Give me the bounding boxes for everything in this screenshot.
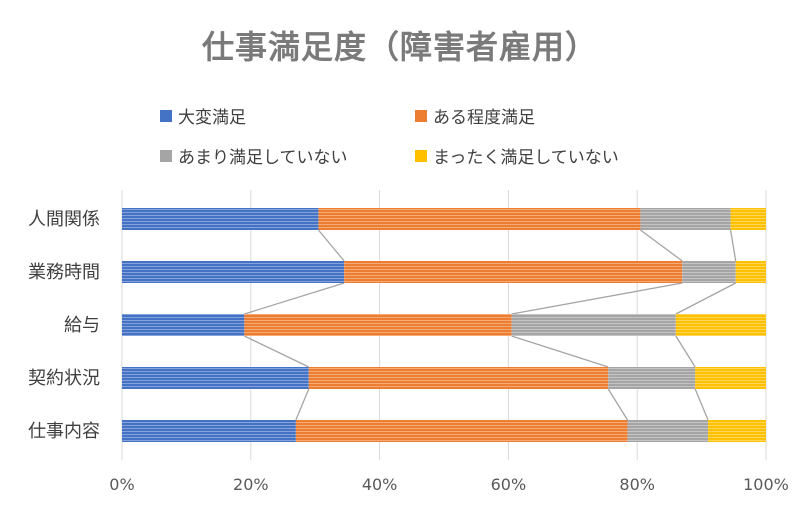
legend-label: ある程度満足 [433,108,535,128]
category-label: 契約状況 [28,368,100,389]
legend: 大変満足 ある程度満足 あまり満足していない まったく満足していない [0,0,812,180]
series-line [607,388,629,421]
bar-segment [695,367,766,389]
legend-label: 大変満足 [178,108,246,128]
x-tick-label: 80% [619,475,655,494]
series-line [295,388,310,421]
category-label: 給与 [64,315,100,336]
legend-item-somewhat-satisfied: ある程度満足 [415,103,535,128]
series-line [694,388,709,421]
bars [122,208,766,442]
series-line [244,282,345,315]
x-tick-label: 60% [491,475,527,494]
x-tick-label: 0% [109,475,134,494]
legend-swatch [160,109,172,122]
series-lines [244,229,737,421]
bar-segment [344,261,683,283]
legend-swatch [415,149,427,162]
legend-label: まったく満足していない [433,148,619,168]
series-line [317,229,345,262]
bar-segment [608,367,696,389]
x-tick-label: 20% [233,475,269,494]
bar-segment [122,314,245,336]
series-line [244,335,310,368]
legend-swatch [415,109,427,122]
category-label: 人間関係 [28,209,100,230]
bar-segment [122,420,296,442]
bar-segment [675,314,766,336]
x-tick-label: 40% [362,475,398,494]
chart-title: 仕事満足度（障害者雇用） [201,28,598,66]
bar-segment [295,420,628,442]
bar-segment [244,314,512,336]
bar-segment [511,314,676,336]
bar-segment [308,367,609,389]
bar-segment [730,208,766,230]
bar-segment [122,208,319,230]
legend-label: あまり満足していない [178,148,348,168]
series-line [511,282,683,315]
series-line [511,335,609,368]
legend-item-very-satisfied: 大変満足 [160,103,246,128]
legend-item-not-at-all-satisfied: まったく満足していない [415,143,619,168]
series-line [675,335,696,368]
category-label: 仕事内容 [28,421,100,442]
bar-segment [122,261,345,283]
bar-segment [735,261,766,283]
bar-segment [708,420,766,442]
bar-segment [682,261,736,283]
series-line [640,229,683,262]
bar-segment [640,208,731,230]
bar-segment [627,420,709,442]
bar-segment [122,367,309,389]
legend-item-not-very-satisfied: あまり満足していない [160,143,348,168]
series-line [729,229,737,262]
category-label: 業務時間 [28,262,100,283]
bar-segment [318,208,641,230]
series-line [675,282,737,315]
x-tick-label: 100% [743,475,789,494]
legend-swatch [160,149,172,162]
x-tick-labels: 0% 20% 40% 60% 80% 100% [109,475,789,494]
